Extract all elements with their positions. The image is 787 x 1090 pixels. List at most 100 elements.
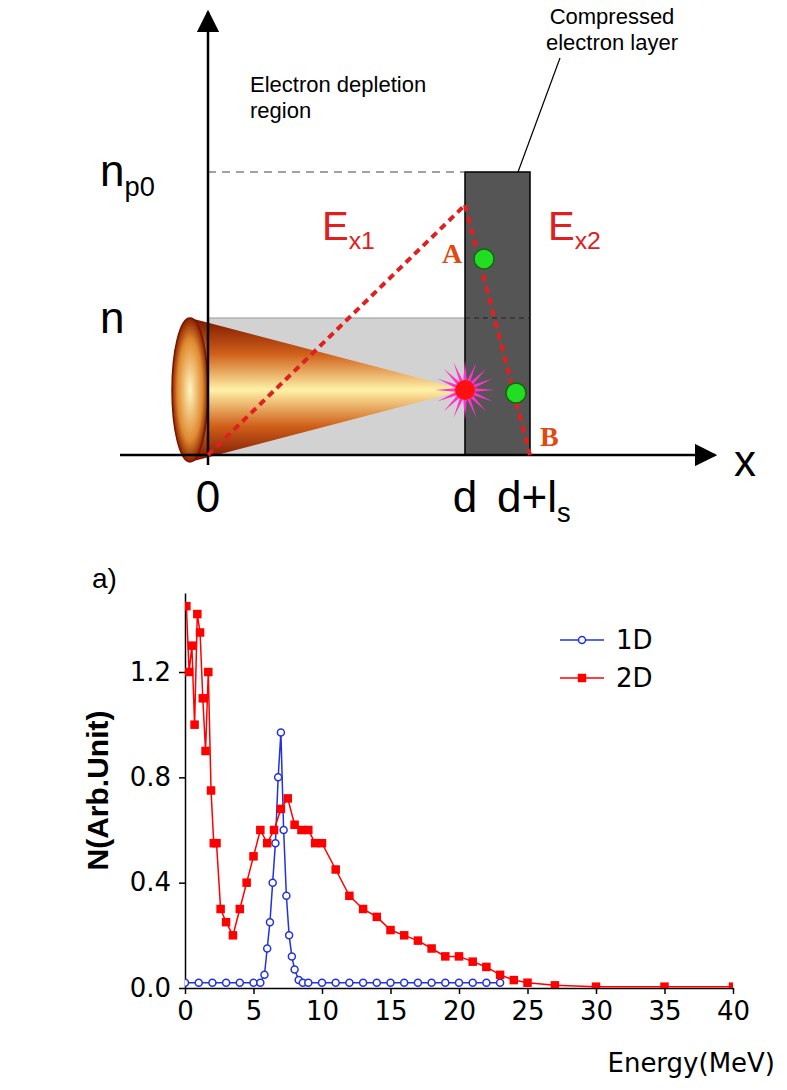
- y-tick-mark: [179, 882, 185, 884]
- x-tick-label: 10: [306, 996, 339, 1026]
- data-point: [730, 983, 734, 988]
- x-tick-mark: [390, 988, 392, 994]
- data-point: [401, 979, 408, 986]
- data-point: [229, 932, 236, 939]
- y-tick: 0.0: [130, 973, 185, 1003]
- field-left-label-sub: x1: [349, 227, 375, 254]
- x-tick-mark: [322, 988, 324, 994]
- data-point: [442, 979, 449, 986]
- data-point: [332, 979, 339, 986]
- data-point: [266, 919, 273, 926]
- y-axis-line: [185, 594, 187, 989]
- x-tick-label: 5: [246, 996, 263, 1026]
- x-axis: 0510152025303540: [177, 988, 750, 1026]
- data-point: [305, 979, 312, 986]
- data-point: [360, 906, 367, 913]
- data-point: [510, 977, 517, 984]
- field-left-label-main: E: [322, 204, 349, 248]
- legend: 1D2D: [560, 625, 653, 693]
- data-point: [277, 805, 284, 812]
- data-point: [236, 979, 243, 986]
- data-point: [202, 748, 209, 755]
- data-point: [288, 953, 295, 960]
- data-point: [497, 971, 504, 978]
- x-tick-mark: [253, 988, 255, 994]
- data-point: [319, 979, 326, 986]
- x-tick: 10: [306, 988, 339, 1026]
- x-mark-label-main: d: [453, 472, 477, 521]
- series-line: [186, 606, 733, 987]
- diagram-y-axis: [207, 12, 210, 465]
- x-tick: 5: [246, 988, 263, 1026]
- data-point: [428, 979, 435, 986]
- data-point: [387, 927, 394, 934]
- data-point: [483, 963, 490, 970]
- y-tick-mark: [179, 672, 185, 674]
- np0-guide: [208, 171, 465, 172]
- plot-area: [185, 603, 733, 988]
- series-markers: [185, 603, 733, 988]
- data-point: [199, 695, 206, 702]
- data-point: [186, 669, 193, 676]
- field-right-label-sub: x2: [575, 227, 601, 254]
- data-point: [401, 932, 408, 939]
- panel-label: a): [92, 563, 117, 594]
- depletion-label: Electron depletionregion: [250, 72, 426, 123]
- y-tick-label: 0.8: [130, 762, 171, 792]
- data-point: [250, 979, 257, 986]
- laser-cone: [190, 318, 465, 462]
- data-point: [269, 879, 276, 886]
- data-point: [191, 721, 198, 728]
- density-peak-label: np0: [100, 146, 155, 202]
- data-point: [661, 983, 668, 988]
- data-point: [428, 945, 435, 952]
- x-mark-label-main: 0: [196, 472, 220, 521]
- laser-cone-base: [172, 318, 208, 462]
- depletion-label-line: region: [250, 98, 311, 123]
- data-point: [277, 729, 284, 736]
- data-point: [291, 966, 298, 973]
- data-point: [346, 892, 353, 899]
- x-tick-label: 30: [580, 996, 613, 1026]
- data-point: [280, 827, 287, 834]
- data-point: [195, 979, 202, 986]
- data-point: [346, 979, 353, 986]
- x-tick: 0: [177, 988, 194, 1026]
- data-point: [298, 827, 305, 834]
- data-point: [414, 979, 421, 986]
- y-axis-title: N(Arb.Unit): [81, 711, 114, 871]
- density-peak-label-main: n: [100, 146, 124, 195]
- data-point: [442, 953, 449, 960]
- x-tick: 40: [717, 988, 750, 1026]
- data-point: [469, 979, 476, 986]
- data-point: [223, 919, 230, 926]
- data-point: [551, 982, 558, 988]
- x-tick-label: 25: [511, 996, 544, 1026]
- data-point: [264, 840, 271, 847]
- data-point: [264, 945, 271, 952]
- x-tick: 25: [511, 988, 544, 1026]
- y-tick-mark: [179, 988, 185, 990]
- data-point: [257, 979, 264, 986]
- field-line-right: [465, 205, 530, 455]
- burst: [435, 360, 495, 420]
- data-point: [332, 866, 339, 873]
- data-point: [209, 979, 216, 986]
- data-point: [236, 906, 243, 913]
- point-label: A: [442, 238, 463, 269]
- data-point: [223, 979, 230, 986]
- data-point: [243, 879, 250, 886]
- x-tick-mark: [733, 988, 735, 994]
- figure: Compressedelectron layerElectron depleti…: [0, 0, 787, 1090]
- point-label: B: [540, 421, 559, 452]
- data-point: [469, 958, 476, 965]
- data-point: [373, 979, 380, 986]
- data-point: [197, 629, 204, 636]
- data-point: [360, 979, 367, 986]
- density-label-main: n: [100, 293, 124, 342]
- x-tick: 15: [374, 988, 407, 1026]
- field-left-label: Ex1: [322, 204, 375, 254]
- y-tick-label: 0.4: [130, 867, 171, 897]
- x-tick-label: 15: [374, 996, 407, 1026]
- data-point: [286, 932, 293, 939]
